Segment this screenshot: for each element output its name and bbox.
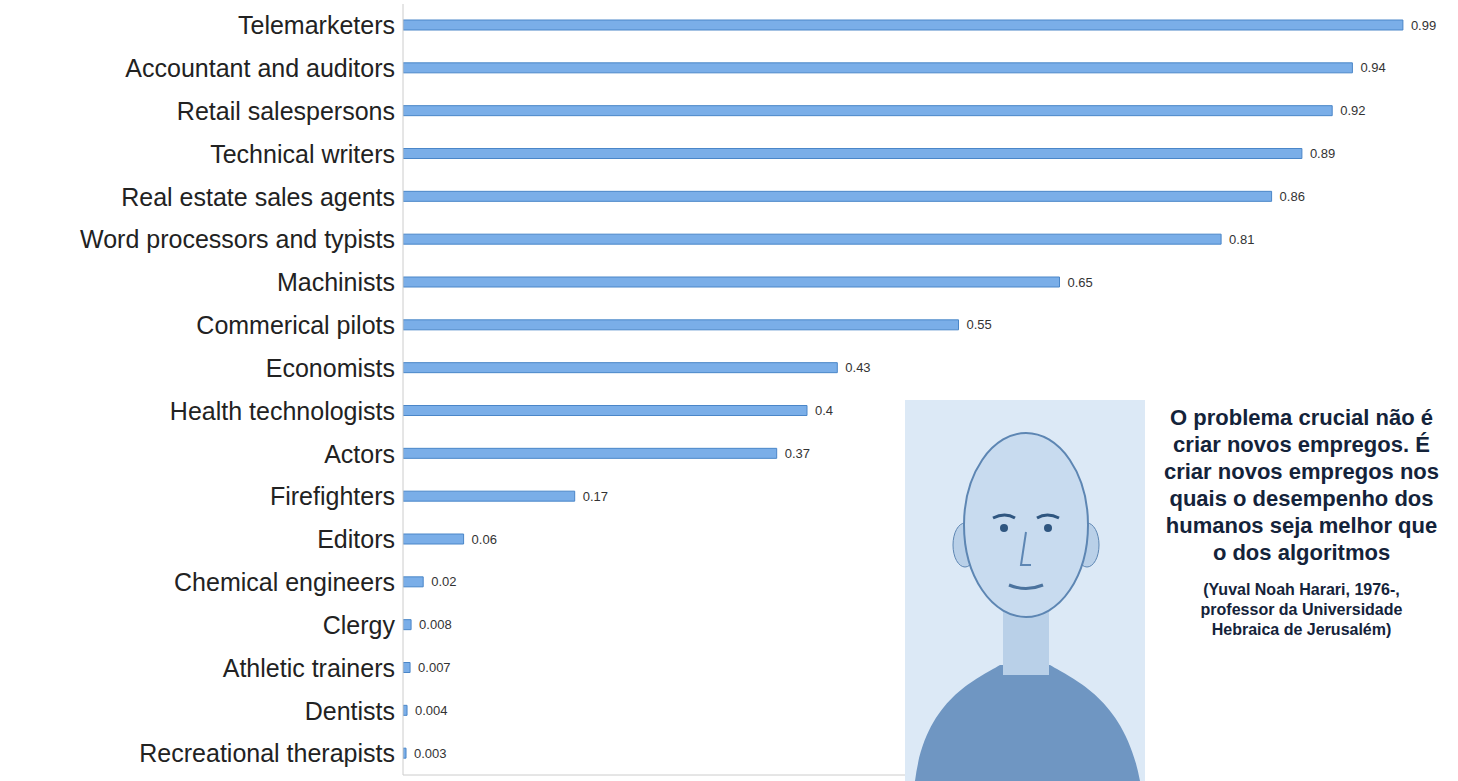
svg-text:Editors: Editors [317, 525, 395, 553]
svg-text:0.81: 0.81 [1229, 232, 1254, 247]
svg-text:0.06: 0.06 [472, 532, 497, 547]
svg-text:0.65: 0.65 [1068, 275, 1093, 290]
svg-text:0.43: 0.43 [845, 360, 870, 375]
svg-text:0.003: 0.003 [414, 746, 447, 761]
html-text:O problema crucial não é criar: O problema crucial não é criar novos emp… [1164, 405, 1439, 565]
svg-text:0.92: 0.92 [1340, 103, 1365, 118]
svg-text:Dentists: Dentists [305, 697, 395, 725]
svg-text:0.004: 0.004 [415, 703, 448, 718]
svg-text:0.4: 0.4 [815, 403, 833, 418]
svg-text:0.02: 0.02 [431, 574, 456, 589]
svg-text:Athletic trainers: Athletic trainers [223, 654, 395, 682]
svg-text:0.008: 0.008 [419, 617, 452, 632]
svg-text:Clergy: Clergy [323, 611, 396, 639]
svg-text:Economists: Economists [266, 354, 395, 382]
svg-text:0.94: 0.94 [1360, 60, 1385, 75]
svg-text:0.37: 0.37 [785, 446, 810, 461]
svg-text:Recreational therapists: Recreational therapists [139, 739, 395, 767]
html-text:(Yuval Noah Harari, 1976-, pro: (Yuval Noah Harari, 1976-, professor da … [1200, 581, 1403, 638]
svg-text:Actors: Actors [324, 440, 395, 468]
svg-text:Commerical pilots: Commerical pilots [196, 311, 395, 339]
svg-text:Chemical engineers: Chemical engineers [174, 568, 395, 596]
svg-text:Health technologists: Health technologists [170, 397, 395, 425]
svg-text:Accountant and auditors: Accountant and auditors [125, 54, 395, 82]
svg-text:0.86: 0.86 [1280, 189, 1305, 204]
svg-text:Real estate sales agents: Real estate sales agents [121, 183, 395, 211]
svg-text:0.89: 0.89 [1310, 146, 1335, 161]
svg-text:Firefighters: Firefighters [270, 482, 395, 510]
svg-text:0.17: 0.17 [583, 489, 608, 504]
svg-text:0.99: 0.99 [1411, 18, 1436, 33]
svg-text:0.007: 0.007 [418, 660, 451, 675]
svg-text:Machinists: Machinists [277, 268, 395, 296]
svg-text:Word processors and typists: Word processors and typists [80, 225, 395, 253]
svg-text:Telemarketers: Telemarketers [238, 11, 395, 39]
svg-text:0.55: 0.55 [967, 317, 992, 332]
svg-text:Technical writers: Technical writers [210, 140, 395, 168]
svg-text:Retail salespersons: Retail salespersons [177, 97, 395, 125]
